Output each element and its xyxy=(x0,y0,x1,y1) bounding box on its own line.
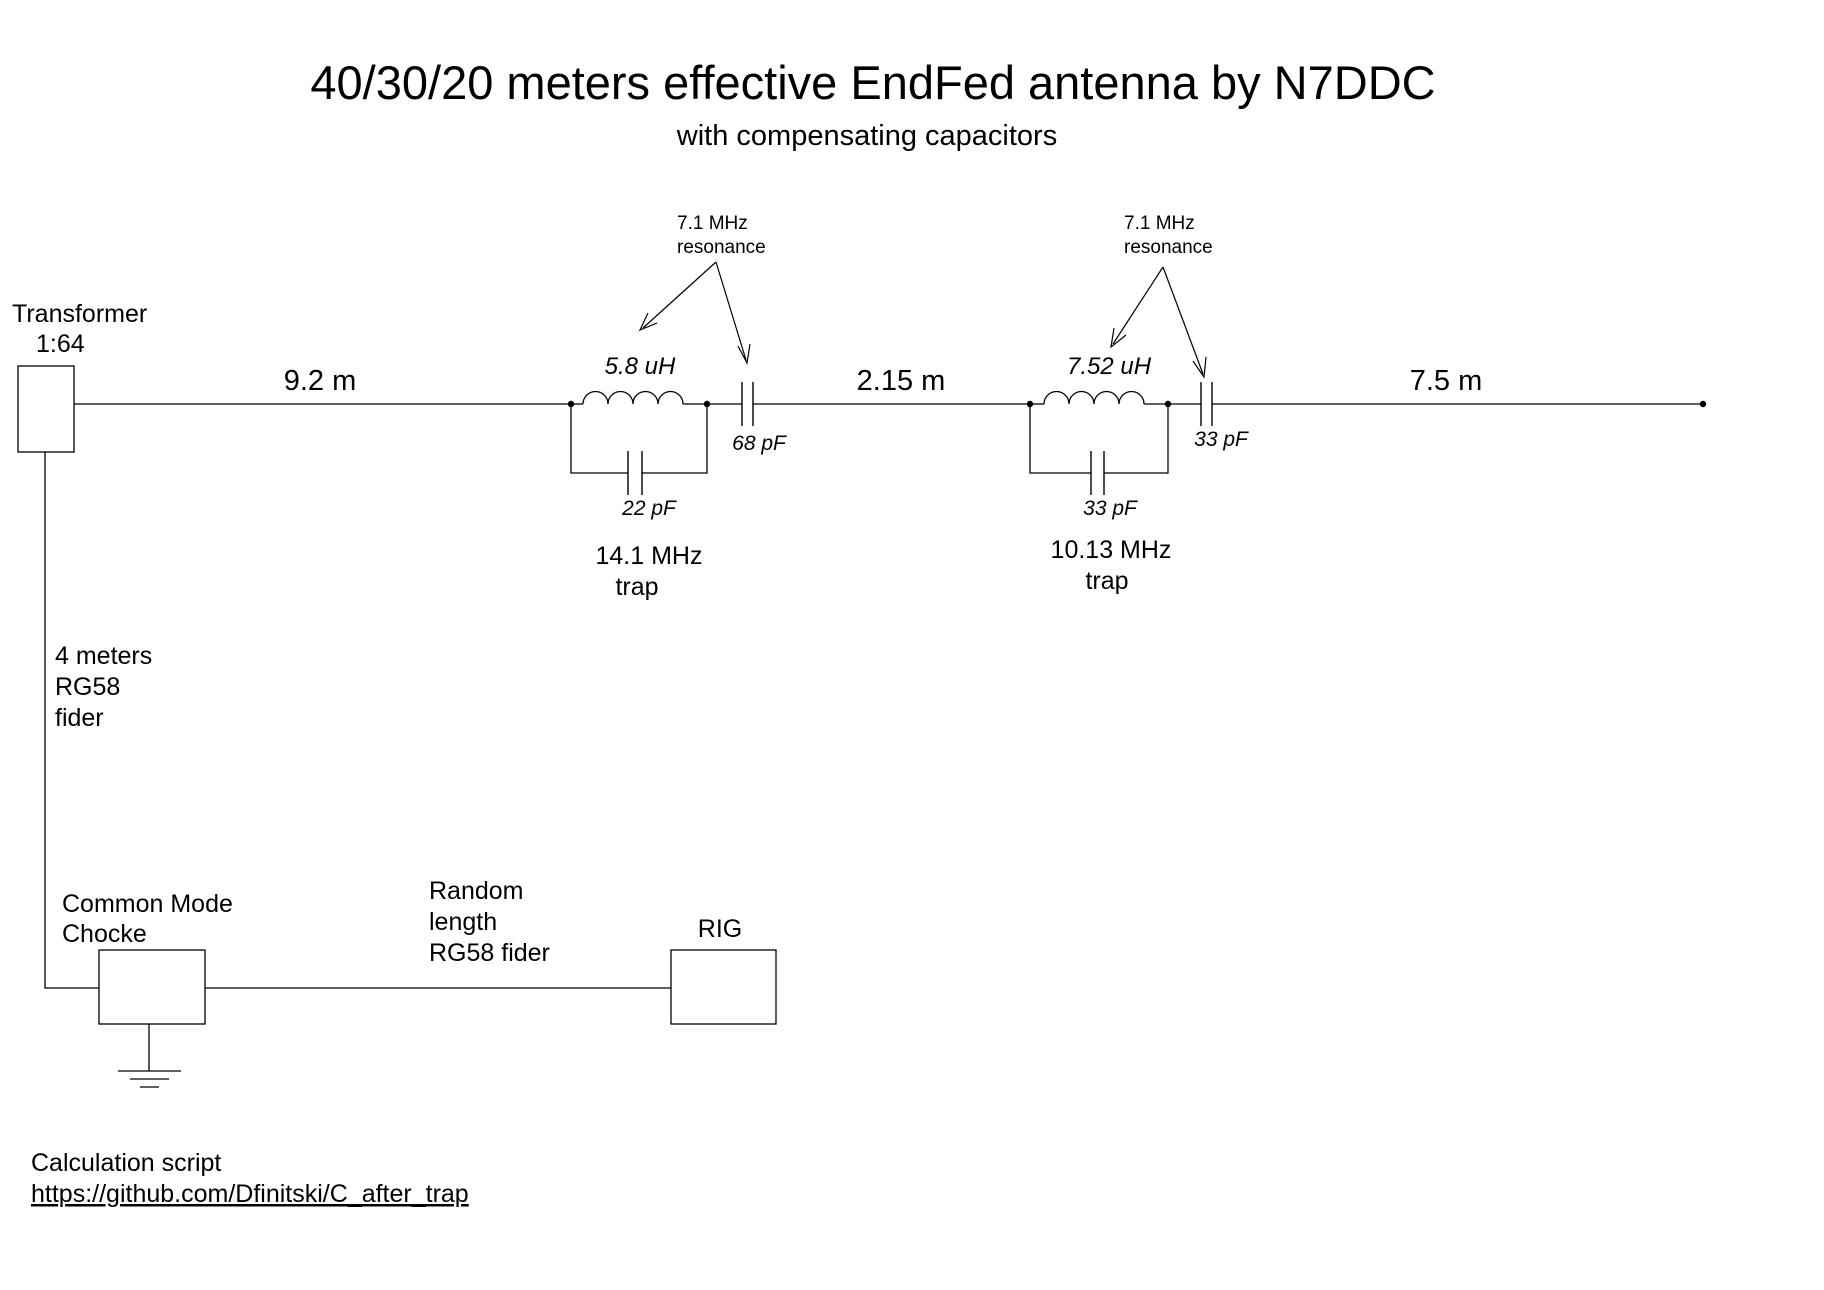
resonance-1-word: resonance xyxy=(677,237,766,258)
feeder-line-2: RG58 xyxy=(55,673,120,701)
resonance-1-freq: 7.1 MHz xyxy=(677,213,748,234)
feeder-line-3: fider xyxy=(55,704,104,732)
trap-2-word: trap xyxy=(1085,567,1128,595)
resonance-2-word: resonance xyxy=(1124,237,1213,258)
choke-line-1: Common Mode xyxy=(62,890,233,918)
trap-2-inductor xyxy=(1043,390,1145,405)
trap-2-parallel-loop xyxy=(1029,404,1091,474)
segment-3-length: 7.5 m xyxy=(1410,365,1483,397)
random-feeder-line-2: length xyxy=(429,908,497,936)
resonance-2-arrows xyxy=(1110,266,1207,379)
trap-14mhz: 5.8 uH 22 pF 14.1 MHz trap xyxy=(567,353,711,601)
transformer-ratio: 1:64 xyxy=(36,330,85,358)
resonance-2-freq: 7.1 MHz xyxy=(1124,213,1195,234)
series-cap-1-value: 68 pF xyxy=(732,432,787,455)
trap-1-inductor-value: 5.8 uH xyxy=(605,353,676,380)
diagram-title: 40/30/20 meters effective EndFed antenna… xyxy=(310,56,1435,109)
trap-2-frequency: 10.13 MHz xyxy=(1051,536,1172,564)
feeder-coax-line xyxy=(44,452,99,989)
transformer-label: Transformer xyxy=(12,300,147,328)
random-feeder-line-1: Random xyxy=(429,877,524,905)
trap-1-parallel-loop xyxy=(570,404,628,474)
trap-2-inductor-value: 7.52 uH xyxy=(1067,353,1152,380)
rig-box xyxy=(670,949,777,1025)
choke-box xyxy=(98,949,206,1025)
segment-1-length: 9.2 m xyxy=(284,365,357,397)
script-label: Calculation script xyxy=(31,1149,221,1177)
trap-1-word: trap xyxy=(615,573,658,601)
antenna-end-point xyxy=(1699,400,1707,408)
resonance-1-arrows xyxy=(638,261,751,365)
trap-1-inductor xyxy=(582,390,684,405)
trap-1-frequency: 14.1 MHz xyxy=(596,542,703,570)
script-url-link[interactable]: https://github.com/Dfinitski/C_after_tra… xyxy=(31,1180,469,1208)
feeder-line-1: 4 meters xyxy=(55,642,152,670)
segment-2-length: 2.15 m xyxy=(857,365,946,397)
trap-10mhz: 7.52 uH 33 pF 10.13 MHz trap xyxy=(1026,353,1172,595)
random-feeder-line-3: RG58 fider xyxy=(429,939,550,967)
rig-label: RIG xyxy=(698,915,742,943)
trap-2-parallel-cap-value: 33 pF xyxy=(1083,497,1138,520)
transformer-box xyxy=(17,365,75,453)
series-cap-2-value: 33 pF xyxy=(1194,428,1249,451)
choke-line-2: Chocke xyxy=(62,920,147,948)
trap-1-parallel-cap-value: 22 pF xyxy=(621,497,677,520)
diagram-subtitle: with compensating capacitors xyxy=(676,120,1057,152)
ground-symbol xyxy=(118,1024,181,1088)
